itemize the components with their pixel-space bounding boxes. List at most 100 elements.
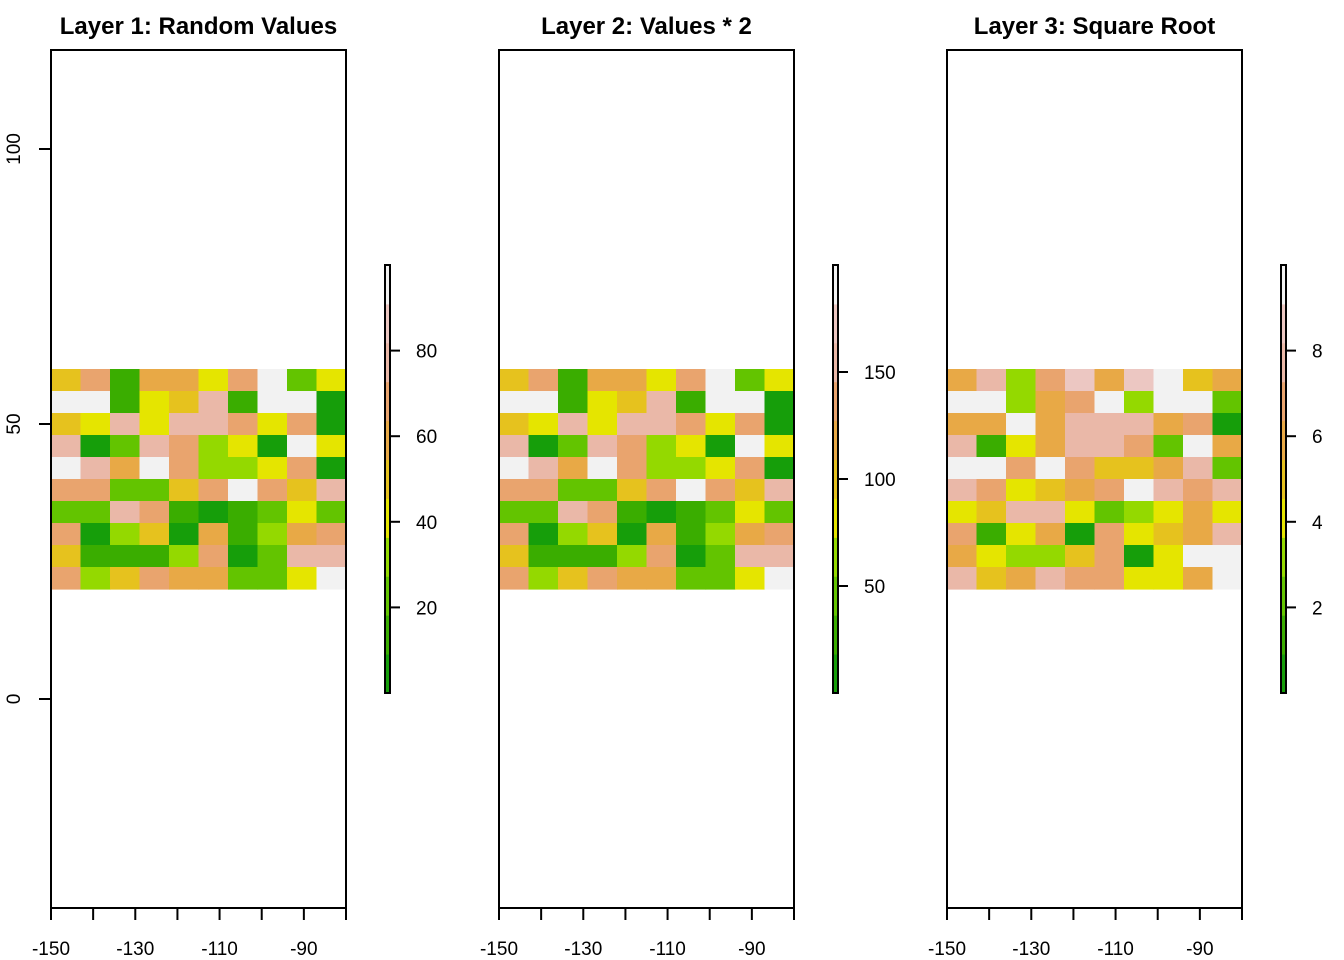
legend-swatch: [385, 381, 390, 422]
raster-cell: [228, 391, 259, 414]
raster-cell: [617, 479, 648, 502]
raster-cell: [705, 479, 736, 502]
raster-cell: [705, 369, 736, 392]
raster-cell: [499, 545, 530, 568]
legend-swatch: [833, 537, 838, 577]
raster-cell: [1094, 501, 1125, 524]
raster-cell: [587, 369, 618, 392]
x-tick-label: -130: [564, 939, 602, 960]
raster-cell: [1035, 457, 1066, 480]
x-tick-label: -110: [201, 939, 238, 960]
raster-cell: [976, 567, 1007, 590]
raster-cell: [947, 545, 978, 568]
raster-cell: [499, 479, 530, 502]
raster-cell: [228, 523, 259, 546]
raster-cell: [1124, 435, 1155, 458]
raster-cell: [1183, 501, 1214, 524]
raster-cell: [1183, 391, 1214, 414]
x-tick-label: -110: [649, 939, 686, 960]
raster-cell: [764, 413, 795, 436]
raster-cell: [1094, 457, 1125, 480]
raster-cell: [287, 501, 318, 524]
raster-cell: [976, 501, 1007, 524]
raster-cell: [947, 479, 978, 502]
raster-cell: [51, 413, 82, 436]
raster-cell: [198, 391, 229, 414]
raster-cell: [528, 457, 559, 480]
raster-cell: [1065, 567, 1096, 590]
legend-tick-label: 50: [864, 577, 885, 598]
raster-cell: [80, 523, 111, 546]
raster-cell: [1094, 435, 1125, 458]
raster-cell: [587, 413, 618, 436]
raster-cell: [51, 391, 82, 414]
raster-cell: [1035, 545, 1066, 568]
raster-cell: [528, 413, 559, 436]
raster-cell: [705, 457, 736, 480]
raster-cell: [228, 369, 259, 392]
x-tick-label: -150: [480, 939, 518, 960]
raster-cell: [80, 435, 111, 458]
raster-cell: [676, 413, 707, 436]
raster-cell: [1212, 435, 1243, 458]
raster-cell: [139, 369, 170, 392]
raster-cell: [1183, 457, 1214, 480]
raster-cell: [764, 479, 795, 502]
raster-cell: [617, 545, 648, 568]
raster-cell: [676, 501, 707, 524]
raster-cell: [287, 435, 318, 458]
raster-cell: [705, 567, 736, 590]
raster-cell: [1094, 413, 1125, 436]
raster-cell: [1153, 435, 1184, 458]
raster-cell: [1035, 501, 1066, 524]
legend-swatch: [1281, 342, 1286, 383]
legend-tick-label: 100: [864, 470, 896, 491]
raster-cell: [80, 545, 111, 568]
legend-swatch: [833, 498, 838, 538]
raster-cell: [1035, 435, 1066, 458]
raster-cell: [1094, 369, 1125, 392]
raster-cell: [617, 369, 648, 392]
legend-swatch: [1281, 537, 1286, 577]
raster-cell: [110, 479, 141, 502]
raster-cell: [587, 457, 618, 480]
raster-cell: [764, 567, 795, 590]
legend-swatch: [385, 420, 390, 461]
raster-cell: [257, 457, 288, 480]
raster-cell: [1212, 479, 1243, 502]
raster-cell: [1006, 457, 1037, 480]
raster-cell: [80, 457, 111, 480]
raster-cell: [1183, 479, 1214, 502]
legend-swatch: [833, 420, 838, 461]
raster-cell: [764, 523, 795, 546]
raster-cell: [1035, 413, 1066, 436]
raster-cell: [1153, 567, 1184, 590]
raster-cell: [110, 501, 141, 524]
legend-swatch: [385, 342, 390, 383]
raster-cell: [617, 523, 648, 546]
raster-cell: [646, 435, 677, 458]
chart-title: Layer 1: Random Values: [60, 13, 337, 40]
legend-swatch: [1281, 381, 1286, 422]
raster-cell: [1006, 479, 1037, 502]
raster-cell: [976, 457, 1007, 480]
raster-cell: [764, 435, 795, 458]
raster-cell: [287, 479, 318, 502]
raster-cell: [735, 523, 766, 546]
raster-cell: [1065, 545, 1096, 568]
legend-swatch: [385, 615, 390, 655]
legend-tick-label: 150: [864, 363, 896, 384]
raster-cell: [735, 479, 766, 502]
legend-swatch: [833, 615, 838, 655]
raster-cell: [169, 545, 200, 568]
raster-cell: [764, 545, 795, 568]
raster-cell: [198, 545, 229, 568]
raster-cell: [646, 479, 677, 502]
raster-cell: [1006, 545, 1037, 568]
x-tick-label: -110: [1097, 939, 1134, 960]
raster-cell: [558, 457, 589, 480]
raster-cell: [947, 523, 978, 546]
raster-cell: [558, 391, 589, 414]
raster-cell: [499, 567, 530, 590]
raster-cell: [558, 369, 589, 392]
